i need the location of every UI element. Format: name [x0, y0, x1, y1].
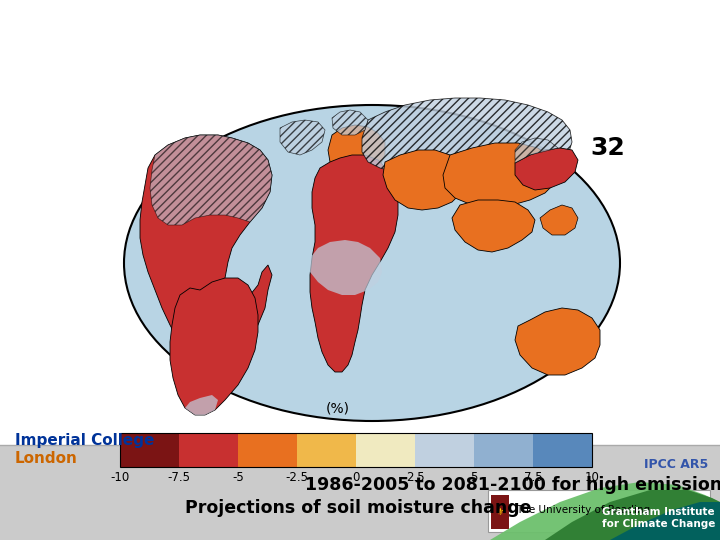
Text: 0: 0: [352, 471, 360, 484]
Polygon shape: [280, 120, 325, 155]
FancyBboxPatch shape: [0, 445, 720, 540]
Polygon shape: [170, 278, 258, 415]
FancyBboxPatch shape: [474, 433, 533, 467]
Polygon shape: [545, 490, 720, 540]
Polygon shape: [490, 482, 720, 540]
Polygon shape: [150, 135, 272, 225]
Text: -2.5: -2.5: [286, 471, 308, 484]
Ellipse shape: [124, 105, 620, 421]
Polygon shape: [185, 395, 218, 415]
FancyBboxPatch shape: [491, 498, 509, 506]
FancyBboxPatch shape: [415, 433, 474, 467]
Polygon shape: [362, 98, 572, 175]
Polygon shape: [452, 200, 535, 252]
Polygon shape: [515, 138, 558, 163]
Polygon shape: [310, 155, 398, 372]
Polygon shape: [610, 502, 720, 540]
FancyBboxPatch shape: [356, 433, 415, 467]
FancyBboxPatch shape: [179, 433, 238, 467]
Text: 10: 10: [585, 471, 600, 484]
Text: 32: 32: [590, 136, 625, 160]
Text: 5: 5: [470, 471, 477, 484]
Text: 7.5: 7.5: [523, 471, 542, 484]
Polygon shape: [540, 205, 578, 235]
Polygon shape: [332, 110, 368, 135]
FancyBboxPatch shape: [491, 495, 509, 529]
Text: Grantham Institute
for Climate Change: Grantham Institute for Climate Change: [602, 507, 715, 529]
Polygon shape: [515, 308, 600, 375]
Text: London: London: [15, 451, 78, 466]
Polygon shape: [140, 135, 272, 358]
Text: (%): (%): [326, 401, 350, 415]
Polygon shape: [443, 143, 558, 207]
FancyBboxPatch shape: [533, 433, 592, 467]
Text: The University of Reading: The University of Reading: [516, 505, 650, 515]
Text: 2.5: 2.5: [405, 471, 424, 484]
Text: Imperial College: Imperial College: [15, 433, 154, 448]
Text: -10: -10: [110, 471, 130, 484]
Text: ⚜: ⚜: [495, 507, 505, 517]
FancyBboxPatch shape: [0, 0, 720, 445]
FancyBboxPatch shape: [120, 433, 179, 467]
Text: IPCC AR5: IPCC AR5: [644, 458, 708, 471]
Text: -5: -5: [232, 471, 244, 484]
Polygon shape: [515, 148, 578, 190]
Text: -7.5: -7.5: [168, 471, 191, 484]
FancyBboxPatch shape: [488, 490, 710, 532]
Text: Projections of soil moisture change: Projections of soil moisture change: [185, 499, 531, 517]
FancyBboxPatch shape: [297, 433, 356, 467]
Polygon shape: [328, 125, 385, 175]
Polygon shape: [383, 150, 465, 210]
Text: 1986-2005 to 2081-2100 for high emission scenario: 1986-2005 to 2081-2100 for high emission…: [305, 476, 720, 494]
FancyBboxPatch shape: [238, 433, 297, 467]
Polygon shape: [310, 240, 382, 295]
